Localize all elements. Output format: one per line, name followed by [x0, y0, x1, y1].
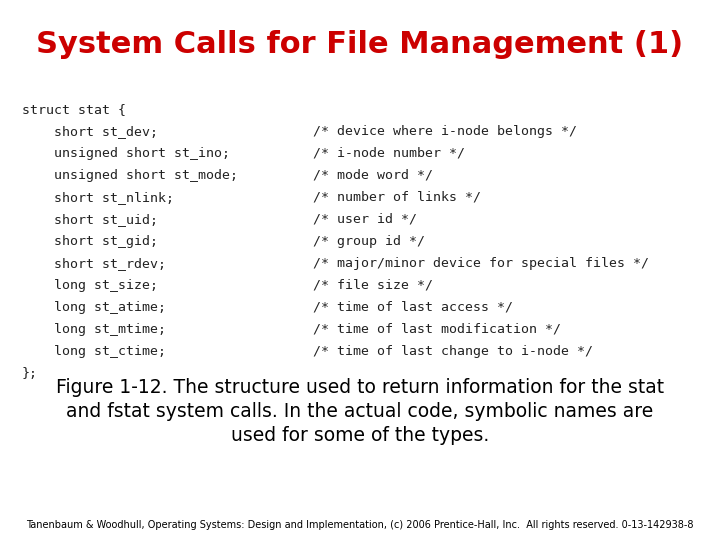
Text: short st_nlink;: short st_nlink;	[22, 191, 174, 204]
Text: short st_gid;: short st_gid;	[22, 234, 158, 248]
Text: /* number of links */: /* number of links */	[313, 191, 481, 204]
Text: /* i-node number */: /* i-node number */	[313, 146, 465, 160]
Text: /* time of last change to i-node */: /* time of last change to i-node */	[313, 345, 593, 357]
Text: long st_size;: long st_size;	[22, 279, 158, 292]
Text: /* file size */: /* file size */	[313, 279, 433, 292]
Text: short st_uid;: short st_uid;	[22, 213, 158, 226]
Text: Figure 1-12. The structure used to return information for the stat: Figure 1-12. The structure used to retur…	[56, 378, 664, 397]
Text: /* user id */: /* user id */	[313, 213, 417, 226]
Text: System Calls for File Management (1): System Calls for File Management (1)	[37, 30, 683, 59]
Text: short st_dev;: short st_dev;	[22, 125, 158, 138]
Text: };: };	[22, 367, 37, 380]
Text: /* time of last modification */: /* time of last modification */	[313, 322, 561, 335]
Text: used for some of the types.: used for some of the types.	[231, 426, 489, 445]
Text: long st_atime;: long st_atime;	[22, 301, 166, 314]
Text: struct stat {: struct stat {	[22, 103, 125, 116]
Text: /* time of last access */: /* time of last access */	[313, 301, 513, 314]
Text: /* device where i-node belongs */: /* device where i-node belongs */	[313, 125, 577, 138]
Text: unsigned short st_ino;: unsigned short st_ino;	[22, 146, 230, 160]
Text: /* group id */: /* group id */	[313, 234, 426, 248]
Text: /* major/minor device for special files */: /* major/minor device for special files …	[313, 256, 649, 269]
Text: Tanenbaum & Woodhull, Operating Systems: Design and Implementation, (c) 2006 Pre: Tanenbaum & Woodhull, Operating Systems:…	[26, 520, 694, 530]
Text: unsigned short st_mode;: unsigned short st_mode;	[22, 168, 238, 181]
Text: long st_ctime;: long st_ctime;	[22, 345, 166, 357]
Text: /* mode word */: /* mode word */	[313, 168, 433, 181]
Text: short st_rdev;: short st_rdev;	[22, 256, 166, 269]
Text: and fstat system calls. In the actual code, symbolic names are: and fstat system calls. In the actual co…	[66, 402, 654, 421]
Text: long st_mtime;: long st_mtime;	[22, 322, 166, 335]
